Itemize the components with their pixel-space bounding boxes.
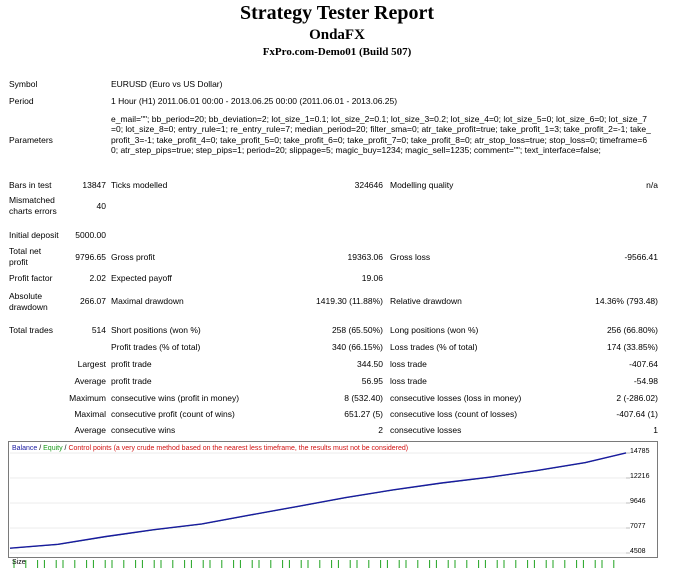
report-title: Strategy Tester Report [239, 2, 435, 24]
mismatch-label-2: charts errors [9, 206, 57, 216]
mcloss-label: consecutive loss (count of losses) [390, 409, 518, 419]
ep-value: 19.06 [361, 273, 383, 283]
lpt-label: profit trade [111, 359, 152, 369]
average2-label: Average [74, 425, 106, 435]
pt-value: 340 (66.15%) [331, 342, 383, 352]
mismatch-value: 40 [96, 201, 106, 211]
largest-label: Largest [77, 359, 106, 369]
ticks-value: 324646 [354, 180, 383, 190]
alt-label: loss trade [390, 376, 427, 386]
period-value: 1 Hour (H1) 2011.06.01 00:00 - 2013.06.2… [111, 96, 398, 106]
chart-legend: Balance / Equity / Control points (a ver… [12, 444, 408, 453]
short-value: 258 (65.50%) [331, 325, 383, 335]
llt-label: loss trade [390, 359, 427, 369]
mcw-label: consecutive wins (profit in money) [111, 393, 240, 403]
grossprofit-value: 19363.06 [347, 252, 383, 262]
y-tick-label: 12216 [630, 473, 650, 480]
absdd-label-2: drawdown [9, 302, 48, 312]
legend-separator: / [62, 445, 69, 452]
alt-value: -54.98 [633, 376, 658, 386]
period-label: Period [9, 96, 34, 106]
absdd-label: Absolute [9, 291, 43, 301]
deposit-label: Initial deposit [9, 230, 59, 240]
legend-separator: / [37, 445, 44, 452]
y-tick-label: 14785 [630, 448, 650, 455]
quality-label: Modelling quality [390, 180, 454, 190]
grossloss-value: -9566.41 [624, 252, 658, 262]
acl-value: 1 [653, 425, 658, 435]
parameters-label: Parameters [9, 135, 53, 145]
trades-value: 514 [91, 325, 106, 335]
symbol-value: EURUSD (Euro vs US Dollar) [111, 79, 223, 89]
mcw-value: 8 (532.40) [344, 393, 383, 403]
legend-equity: Equity [43, 445, 63, 452]
y-tick-label: 4508 [630, 548, 646, 555]
netprofit-value: 9796.65 [75, 252, 106, 262]
netprofit-label: Total net [9, 246, 42, 256]
symbol-label: Symbol [9, 79, 38, 89]
maxdd-value: 1419.30 (11.88%) [316, 296, 383, 306]
average-label: Average [74, 376, 106, 386]
parameters-value: e_mail=""; bb_period=20; bb_deviation=2;… [111, 114, 651, 156]
mcl-label: consecutive losses (loss in money) [390, 393, 522, 403]
lt-value: 174 (33.85%) [606, 342, 658, 352]
expert-name: OndaFX [309, 27, 365, 43]
llt-value: -407.64 [629, 359, 658, 369]
trades-label: Total trades [9, 325, 53, 335]
pf-value: 2.02 [89, 273, 106, 283]
bars-value: 13847 [82, 180, 106, 190]
legend-control-points: Control points (a very crude method base… [68, 445, 409, 452]
size-strip [13, 560, 615, 568]
size-label: Size [12, 559, 26, 566]
deposit-value: 5000.00 [75, 230, 106, 240]
mcloss-value: -407.64 (1) [616, 409, 658, 419]
bars-label: Bars in test [9, 180, 52, 190]
pf-label: Profit factor [9, 273, 53, 283]
grossprofit-label: Gross profit [111, 252, 155, 262]
maximal-label: Maximal [74, 409, 106, 419]
mcp-label: consecutive profit (count of wins) [111, 409, 235, 419]
legend-balance: Balance [12, 445, 38, 452]
balance-chart [8, 441, 658, 558]
quality-value: n/a [646, 180, 658, 190]
short-label: Short positions (won %) [111, 325, 201, 335]
y-tick-label: 7077 [630, 523, 646, 530]
reldd-label: Relative drawdown [390, 296, 462, 306]
balance-line [9, 452, 627, 549]
mismatch-label: Mismatched [9, 195, 55, 205]
acw-value: 2 [378, 425, 383, 435]
pt-label: Profit trades (% of total) [111, 342, 201, 352]
mcp-value: 651.27 (5) [344, 409, 383, 419]
long-value: 256 (66.80%) [606, 325, 658, 335]
maximum-label: Maximum [69, 393, 106, 403]
absdd-value: 266.07 [80, 296, 106, 306]
grossloss-label: Gross loss [390, 252, 431, 262]
lt-label: Loss trades (% of total) [390, 342, 478, 352]
ticks-label: Ticks modelled [111, 180, 168, 190]
netprofit-label-2: profit [9, 257, 28, 267]
y-tick-label: 9646 [630, 498, 646, 505]
acl-label: consecutive losses [390, 425, 462, 435]
server-build: FxPro.com-Demo01 (Build 507) [262, 46, 412, 58]
ep-label: Expected payoff [111, 273, 172, 283]
apt-value: 56.95 [361, 376, 383, 386]
reldd-value: 14.36% (793.48) [595, 296, 658, 306]
mcl-value: 2 (-286.02) [616, 393, 658, 403]
maxdd-label: Maximal drawdown [111, 296, 184, 306]
lpt-value: 344.50 [357, 359, 383, 369]
long-label: Long positions (won %) [390, 325, 479, 335]
apt-label: profit trade [111, 376, 152, 386]
acw-label: consecutive wins [111, 425, 176, 435]
